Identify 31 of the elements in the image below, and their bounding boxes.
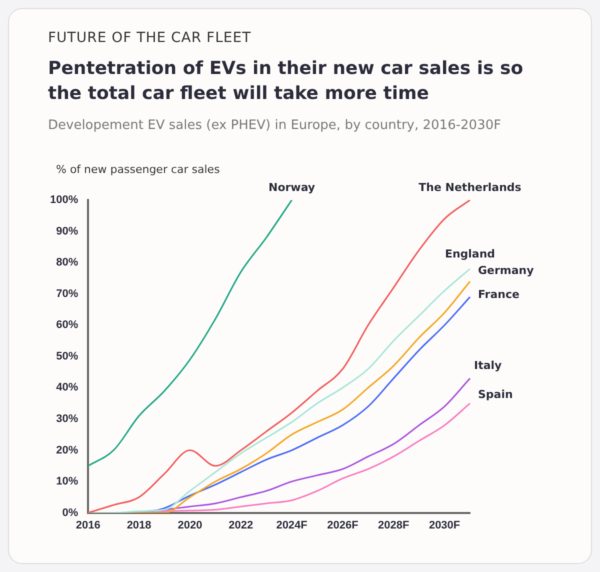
y-tick-label: 100% (50, 194, 78, 206)
y-tick-label: 30% (56, 412, 78, 425)
series-label: France (478, 288, 520, 301)
line-series (87, 200, 293, 467)
x-tick-label: 2024F (276, 519, 308, 532)
y-tick-label: 50% (56, 350, 78, 362)
y-tick-label: 40% (56, 382, 78, 394)
x-tick-label: 2022 (228, 519, 254, 532)
series-label: The Netherlands (418, 180, 522, 194)
x-tick-label: 2026F (327, 519, 359, 532)
x-tick-label: 2020 (178, 519, 202, 532)
y-tick-label: 70% (56, 288, 78, 300)
x-tick-label: 2018 (126, 519, 152, 532)
y-tick-label: 90% (56, 225, 78, 238)
y-tick-label: 80% (56, 256, 78, 269)
series-label: Germany (478, 264, 534, 278)
series-label: England (444, 248, 496, 261)
series-label: Norway (268, 180, 316, 194)
x-tick-label: 2016 (76, 519, 100, 532)
series-label: Italy (474, 359, 502, 372)
x-tick-label: 2028F (378, 519, 410, 532)
y-tick-label: 20% (56, 444, 78, 456)
text: FUTURE OF THE CAR FLEET (48, 30, 252, 46)
x-tick-label: 2030F (428, 519, 460, 532)
chart-subtitle: Developement EV sales (ex PHEV) in Europe, by country, 2016-2030F (48, 118, 502, 133)
y-tick-label: 0% (62, 506, 78, 519)
y-axis-title: % of new passenger car sales (56, 163, 220, 176)
series-label: Spain (478, 388, 513, 402)
chart-title: Pentetration of EVs in their new car sales is so the total car fleet will take more time (48, 57, 524, 106)
y-tick-label: 60% (56, 319, 78, 332)
y-tick-label: 10% (56, 476, 78, 488)
